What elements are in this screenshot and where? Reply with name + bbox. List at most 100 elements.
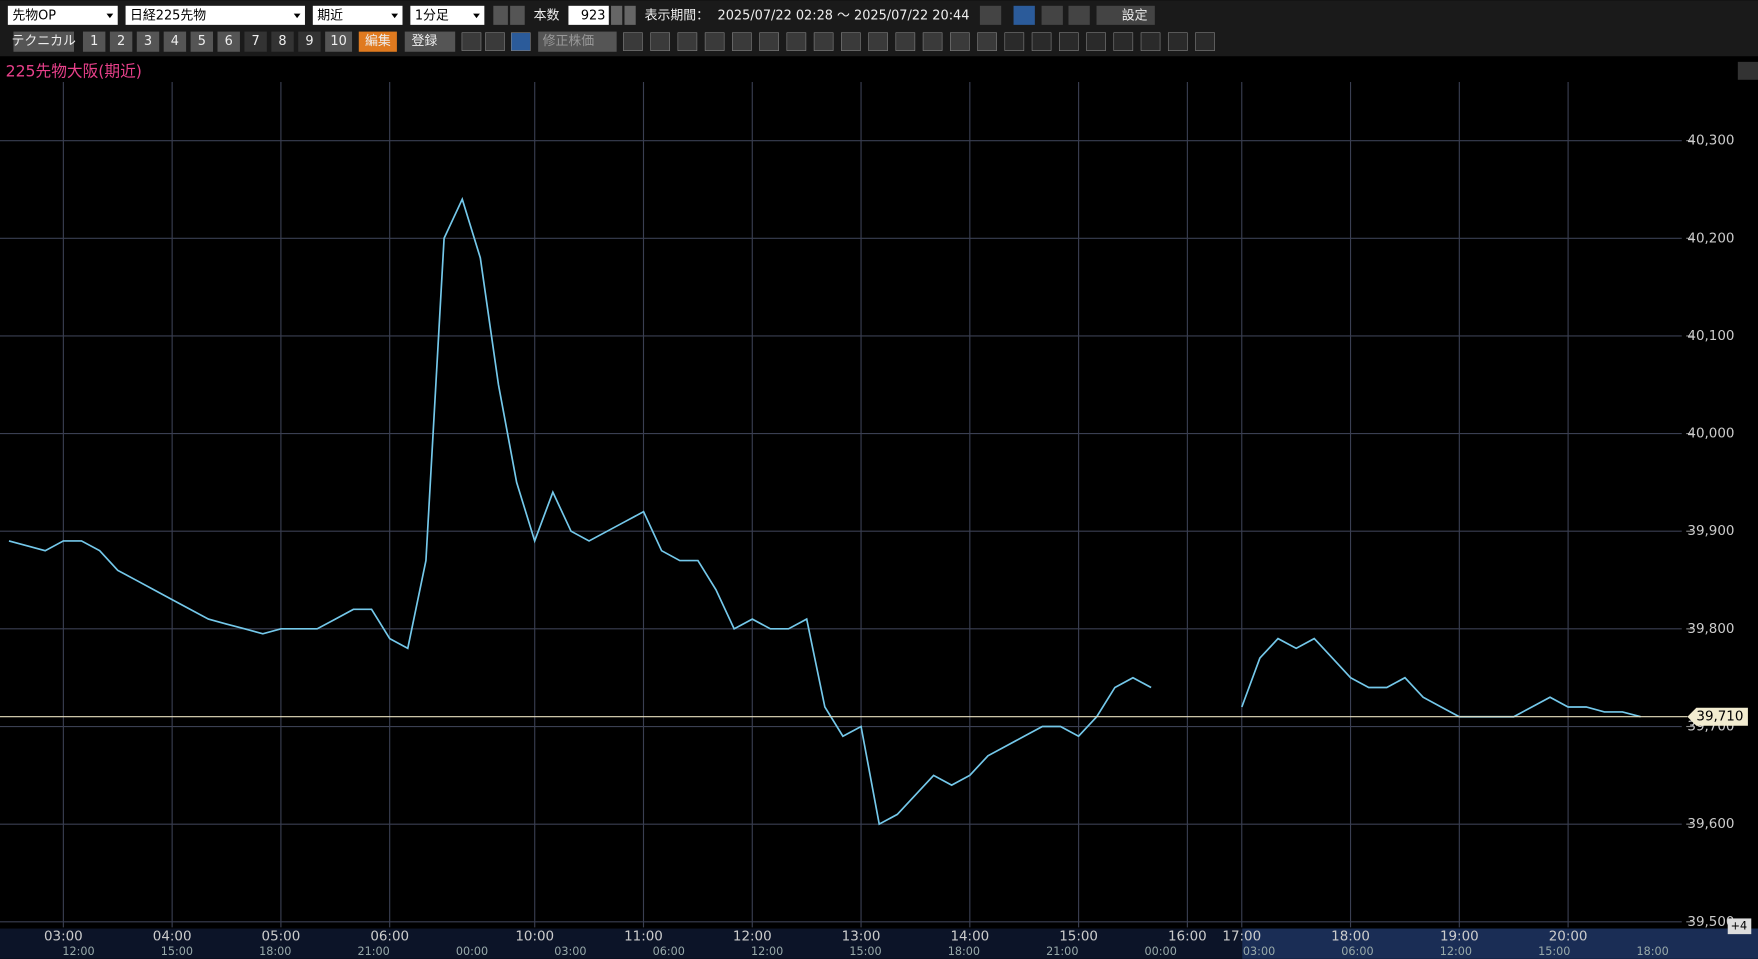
tool-icon[interactable] xyxy=(1140,32,1161,51)
selects: 先物OP 日経225先物 期近 1分足 xyxy=(7,5,485,25)
tool-icon[interactable] xyxy=(732,32,752,51)
tool-icon[interactable] xyxy=(485,32,505,51)
navigator-window[interactable] xyxy=(1242,928,1758,959)
tool-icon[interactable] xyxy=(868,32,888,51)
x-tick-label: 10:00 xyxy=(515,929,554,944)
tool-icon[interactable] xyxy=(759,32,779,51)
adjusted-select[interactable] xyxy=(538,31,617,52)
x-tick-label: 04:00 xyxy=(153,929,192,944)
x-tick-label: 06:00 xyxy=(370,929,409,944)
preset-button[interactable] xyxy=(271,31,294,52)
collapse-button[interactable] xyxy=(1737,61,1758,80)
icon-button[interactable] xyxy=(1013,5,1035,25)
preset-button[interactable] xyxy=(109,31,133,52)
tool-icon[interactable] xyxy=(813,32,834,51)
x-tick-label: 05:00 xyxy=(262,929,301,944)
preset-label: 5 xyxy=(198,34,206,49)
period: 2025/07/22 02:28 ～ 2025/07/22 20:44 xyxy=(718,8,970,23)
select[interactable] xyxy=(410,5,485,25)
select-arrow xyxy=(391,13,399,19)
tool-icon[interactable] xyxy=(1031,32,1052,51)
count-label: 本数 xyxy=(534,8,560,23)
x-tick-label: 13:00 xyxy=(842,929,881,944)
tool-icon[interactable] xyxy=(950,32,970,51)
tool-icon[interactable] xyxy=(650,32,670,51)
register-button[interactable] xyxy=(404,31,456,52)
navigator-label: 15:00 xyxy=(849,945,881,958)
x-tick-label: 15:00 xyxy=(1059,929,1098,944)
navigator-label: 21:00 xyxy=(357,945,389,958)
x-tick-label: 14:00 xyxy=(950,929,989,944)
next-button[interactable] xyxy=(510,5,525,25)
tool-icon[interactable] xyxy=(510,32,531,51)
tool-icon[interactable] xyxy=(977,32,997,51)
icon-button[interactable] xyxy=(979,5,1002,25)
preset-label: 6 xyxy=(225,34,233,49)
count-value: 923 xyxy=(581,8,606,23)
x-tick-label: 17:00 xyxy=(1222,929,1261,944)
edit-button[interactable] xyxy=(358,31,397,52)
select-label: 日経225先物 xyxy=(130,8,206,23)
tool-icon[interactable] xyxy=(786,32,807,51)
icon-button[interactable] xyxy=(1068,5,1090,25)
tool-icon[interactable] xyxy=(1004,32,1025,51)
icon-button[interactable] xyxy=(1041,5,1063,25)
tool-icon[interactable] xyxy=(922,32,943,51)
prev-button[interactable] xyxy=(493,5,508,25)
plot: 39,50039,60039,70039,80039,90040,00040,1… xyxy=(0,82,1752,958)
preset-label: 3 xyxy=(144,34,152,49)
preset-button[interactable] xyxy=(217,31,240,52)
preset-button[interactable] xyxy=(136,31,160,52)
tool-icon[interactable] xyxy=(677,32,698,51)
count-box[interactable] xyxy=(568,5,609,25)
tool-icon[interactable] xyxy=(1086,32,1106,51)
count-spin[interactable] xyxy=(624,5,636,25)
register-label: 登録 xyxy=(411,34,437,49)
price-line xyxy=(8,196,1641,826)
tool-icon[interactable] xyxy=(461,32,482,51)
navigator-label: 12:00 xyxy=(62,945,94,958)
navigator-label: 18:00 xyxy=(1636,945,1668,958)
count-spin[interactable] xyxy=(611,5,623,25)
navigator-label: 18:00 xyxy=(259,945,291,958)
navigator-label: 00:00 xyxy=(456,945,488,958)
select[interactable] xyxy=(7,5,118,25)
navigator-badge-box[interactable] xyxy=(1727,918,1752,935)
tool-icon[interactable] xyxy=(895,32,916,51)
select-arrow xyxy=(106,13,114,19)
preset-button[interactable] xyxy=(82,31,106,52)
select[interactable] xyxy=(312,5,403,25)
tool-icon[interactable] xyxy=(1195,32,1215,51)
x-tick-label: 03:00 xyxy=(44,929,83,944)
tool-icon[interactable] xyxy=(1113,32,1134,51)
edit-label: 編集 xyxy=(365,33,391,49)
period-label: 表示期間： xyxy=(645,8,709,23)
tool-icon[interactable] xyxy=(1059,32,1079,51)
settings-button[interactable] xyxy=(1096,5,1155,25)
select[interactable] xyxy=(125,5,305,25)
y-tick-label: 39,800 xyxy=(1687,622,1734,637)
preset-label: 2 xyxy=(117,34,125,49)
chart-title: 225先物大阪(期近) xyxy=(6,61,142,80)
preset-button[interactable] xyxy=(298,31,321,52)
presets: 1 2 3 4 5 6 7 8 9 10 xyxy=(82,31,353,52)
tool-icon[interactable] xyxy=(841,32,861,51)
preset-button[interactable] xyxy=(244,31,267,52)
technical-button[interactable] xyxy=(13,31,74,52)
select-arrow xyxy=(293,13,301,19)
preset-button[interactable] xyxy=(163,31,187,52)
preset-label: 8 xyxy=(278,34,286,49)
tool-icon[interactable] xyxy=(704,32,725,51)
tool-icon[interactable] xyxy=(623,32,643,51)
adjusted-label: 修正株価 xyxy=(543,34,595,49)
preset-label: 1 xyxy=(90,34,98,49)
preset-button[interactable] xyxy=(190,31,214,52)
preset-label: 7 xyxy=(252,34,260,49)
preset-button[interactable] xyxy=(325,31,353,52)
select-label: 先物OP xyxy=(12,8,56,23)
tool-icon[interactable] xyxy=(1167,32,1188,51)
select-label: 期近 xyxy=(317,8,343,23)
x-tick-label: 19:00 xyxy=(1440,929,1479,944)
